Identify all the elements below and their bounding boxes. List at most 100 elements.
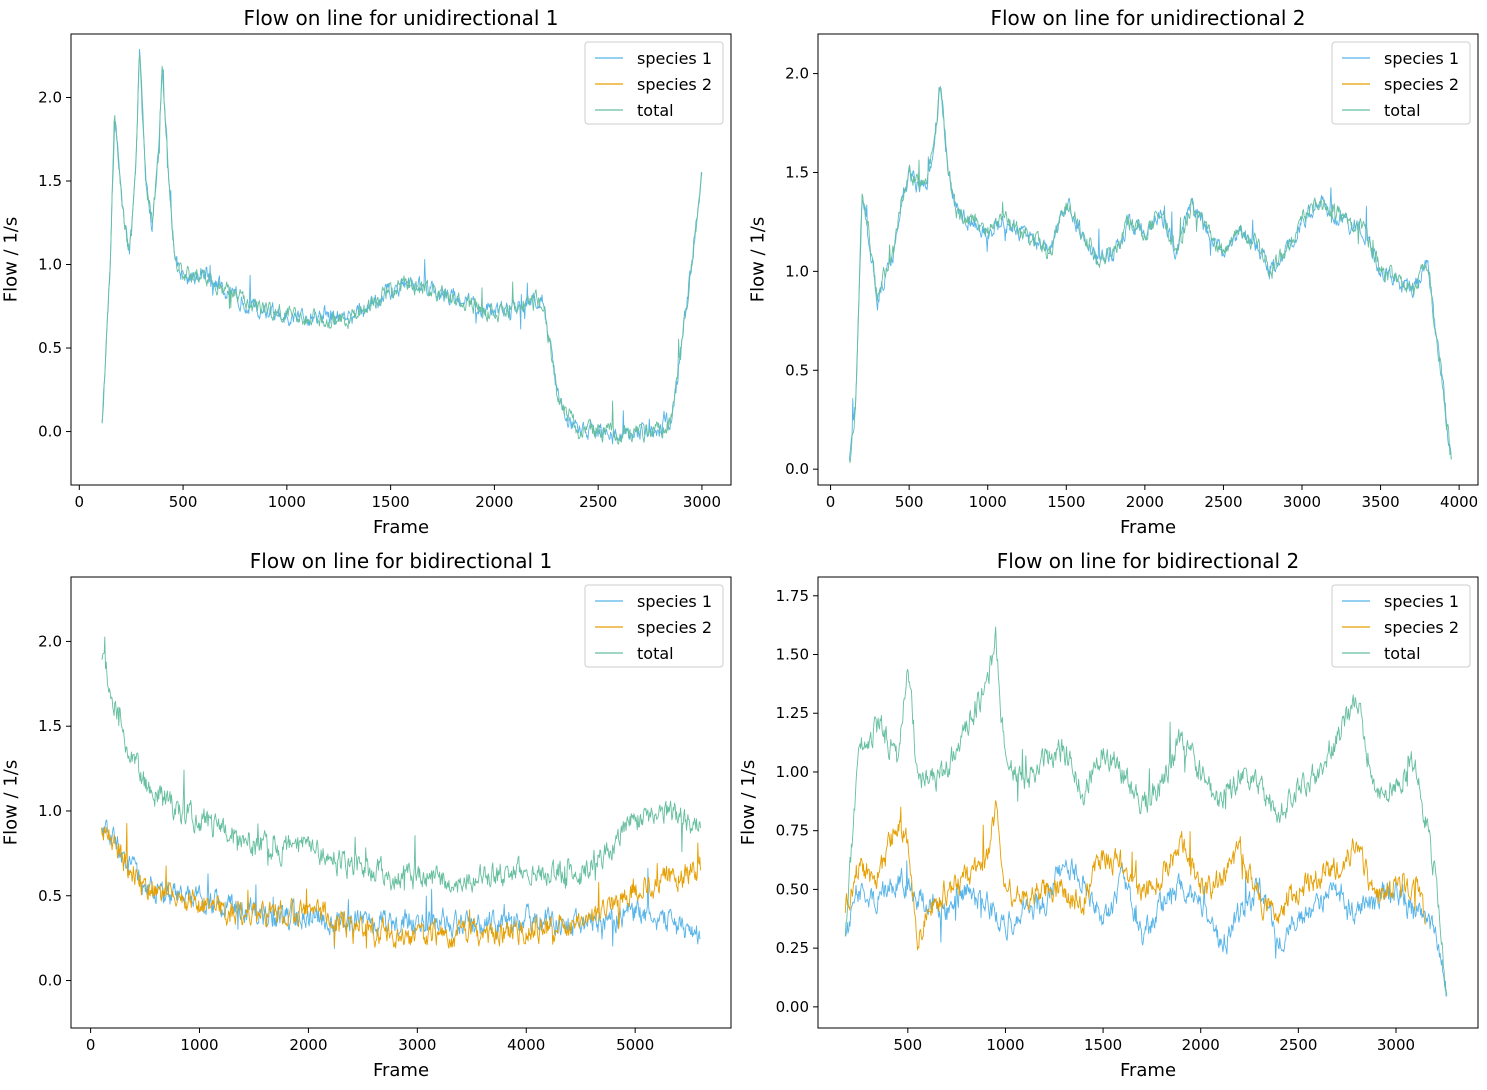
x-tick-label: 3000	[1377, 1036, 1415, 1054]
y-tick-label: 2.0	[38, 88, 62, 106]
subplot-1: 0 500 1000 1500 2000 2500 3000 0.0 0.5 1.0 1.5 2.0 F…	[1, 6, 732, 538]
y-tick-label: 0.0	[785, 460, 809, 478]
legend-entry: species 1	[1384, 592, 1459, 611]
x-tick-label: 0	[86, 1036, 96, 1054]
x-tick-label: 500	[894, 1036, 923, 1054]
y-tick-label: 1.0	[38, 256, 62, 274]
x-tick-label: 1000	[180, 1036, 218, 1054]
x-tick-label: 1500	[372, 493, 410, 511]
x-tick-label: 2000	[1126, 493, 1164, 511]
x-tick-label: 4000	[1440, 493, 1478, 511]
axes-frame	[70, 576, 732, 1029]
legend-entry: species 2	[637, 75, 712, 94]
subplot-3: 0 1000 2000 3000 4000 5000 0.0 0.5 1.0 1.5 2.0 Flow…	[1, 549, 732, 1081]
y-axis-label: Flow / 1/s	[738, 760, 759, 846]
subplot-2: 0 500 1000 1500 2000 2500 3000 3500 4000 0.0 0.5 1.…	[748, 6, 1479, 538]
legend: species 1 species 2 total	[584, 41, 724, 125]
legend: species 1 species 2 total	[1331, 584, 1471, 668]
legend: species 1 species 2 total	[1331, 41, 1471, 125]
y-tick-label: 1.50	[776, 646, 809, 664]
series-line-total	[101, 54, 702, 445]
y-tick-label: 1.75	[776, 587, 809, 605]
y-tick-label: 0.75	[776, 822, 809, 840]
series-line-total	[101, 636, 701, 893]
y-tick-label: 2.0	[38, 632, 62, 650]
x-tick-label: 1500	[1047, 493, 1085, 511]
legend-entry: total	[1384, 101, 1421, 120]
legend-entry: species 2	[1384, 618, 1459, 637]
legend-box	[1331, 41, 1471, 125]
series-line-total	[848, 87, 1452, 464]
x-tick-label: 3500	[1361, 493, 1399, 511]
y-axis-label: Flow / 1/s	[1, 217, 22, 303]
legend-entry: species 2	[637, 618, 712, 637]
x-tick-label: 2500	[1279, 1036, 1317, 1054]
x-tick-label: 2500	[1204, 493, 1242, 511]
y-tick-label: 1.5	[785, 163, 809, 181]
y-tick-label: 2.0	[785, 65, 809, 83]
x-tick-label: 3000	[1283, 493, 1321, 511]
y-tick-label: 0.00	[776, 998, 809, 1016]
x-tick-label: 2000	[1182, 1036, 1220, 1054]
subplot-4: 500 1000 1500 2000 2500 3000 0.00 0.25 0.50 0.75 1…	[738, 549, 1479, 1081]
x-tick-label: 1000	[268, 493, 306, 511]
x-axis-label: Frame	[373, 1060, 429, 1081]
legend-entry: species 1	[637, 49, 712, 68]
y-tick-label: 1.0	[38, 802, 62, 820]
legend: species 1 species 2 total	[584, 584, 724, 668]
x-tick-label: 500	[169, 493, 198, 511]
series-line-species-1	[101, 819, 701, 949]
legend-entry: total	[637, 644, 674, 663]
y-axis-label: Flow / 1/s	[1, 760, 22, 846]
x-tick-label: 4000	[507, 1036, 545, 1054]
y-tick-label: 0.5	[38, 339, 62, 357]
series-line-total	[844, 626, 1448, 996]
series-line-species-2	[844, 800, 1426, 951]
x-axis-label: Frame	[1120, 517, 1176, 538]
x-tick-label: 3000	[398, 1036, 436, 1054]
x-tick-label: 1500	[1084, 1036, 1122, 1054]
y-tick-label: 1.5	[38, 172, 62, 190]
x-axis-label: Frame	[373, 517, 429, 538]
series-line-species-2	[101, 822, 701, 949]
x-tick-label: 1000	[986, 1036, 1024, 1054]
y-tick-label: 1.0	[785, 262, 809, 280]
x-tick-label: 3000	[683, 493, 721, 511]
y-tick-label: 0.50	[776, 880, 809, 898]
legend-box	[584, 584, 724, 668]
axes-frame	[817, 576, 1479, 1029]
legend-box	[1331, 584, 1471, 668]
legend-entry: species 2	[1384, 75, 1459, 94]
legend-entry: total	[1384, 644, 1421, 663]
legend-box	[584, 41, 724, 125]
series-line-species-1	[844, 858, 1448, 997]
y-tick-label: 1.00	[776, 763, 809, 781]
axes-frame	[817, 33, 1479, 486]
subplots: 0 500 1000 1500 2000 2500 3000 0.0 0.5 1.0 1.5 2.0 F…	[1, 6, 1479, 1081]
legend-entry: total	[637, 101, 674, 120]
x-tick-label: 2500	[579, 493, 617, 511]
x-tick-label: 2000	[475, 493, 513, 511]
legend-entry: species 1	[637, 592, 712, 611]
y-tick-label: 0.0	[38, 423, 62, 441]
chart-title: Flow on line for bidirectional 1	[250, 549, 552, 573]
x-tick-label: 0	[826, 493, 836, 511]
x-tick-label: 2000	[289, 1036, 327, 1054]
chart-title: Flow on line for unidirectional 2	[990, 6, 1305, 30]
x-axis-label: Frame	[1120, 1060, 1176, 1081]
legend-entry: species 1	[1384, 49, 1459, 68]
series-line-species-1	[848, 86, 1452, 460]
chart-title: Flow on line for bidirectional 2	[997, 549, 1299, 573]
y-tick-label: 0.0	[38, 972, 62, 990]
y-tick-label: 0.25	[776, 939, 809, 957]
x-tick-label: 0	[75, 493, 85, 511]
y-tick-label: 1.5	[38, 717, 62, 735]
x-tick-label: 5000	[616, 1036, 654, 1054]
x-tick-label: 500	[895, 493, 924, 511]
y-tick-label: 1.25	[776, 704, 809, 722]
chart-title: Flow on line for unidirectional 1	[243, 6, 558, 30]
axes-frame	[70, 33, 732, 486]
x-tick-label: 1000	[969, 493, 1007, 511]
y-axis-label: Flow / 1/s	[748, 217, 769, 303]
